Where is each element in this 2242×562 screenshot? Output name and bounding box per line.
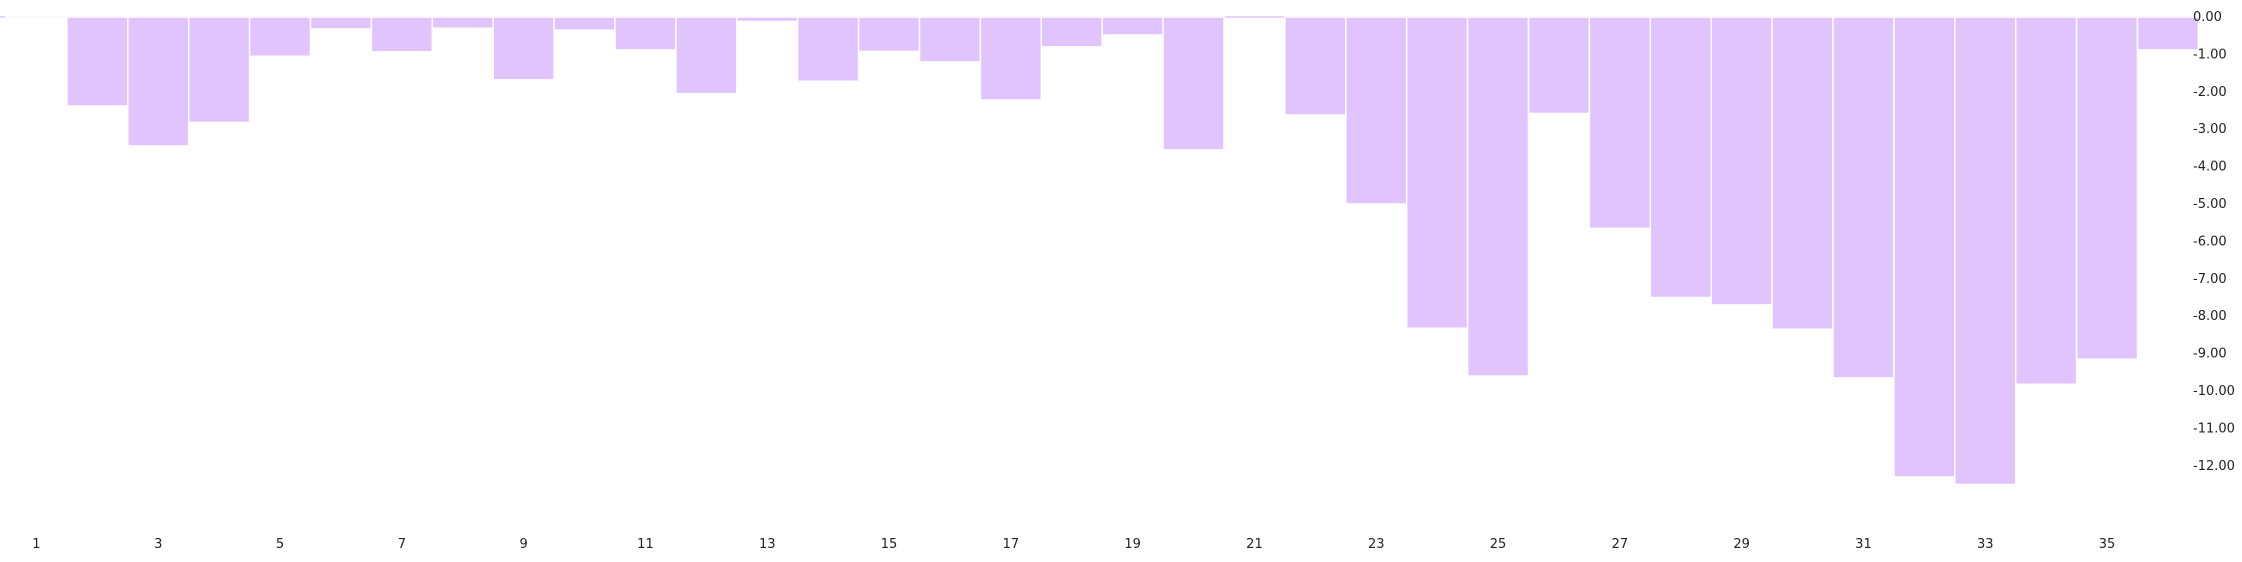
- y-tick-label: -9.00: [2193, 347, 2227, 362]
- bar-33: [1954, 16, 2017, 486]
- bar-3: [127, 16, 190, 147]
- bar-7: [370, 16, 434, 53]
- bar-11: [614, 16, 677, 51]
- y-tick-label: 0.00: [2193, 10, 2222, 25]
- bar-16: [918, 16, 982, 63]
- bar-31: [1832, 16, 1895, 379]
- bar-10: [553, 16, 616, 31]
- y-tick-label: -10.00: [2193, 384, 2235, 399]
- y-tick-label: -4.00: [2193, 160, 2227, 175]
- bar-36: [2136, 16, 2200, 51]
- bar-13: [736, 16, 799, 23]
- bar-22: [1284, 16, 1347, 116]
- x-tick-label: 29: [1733, 537, 1750, 552]
- bar-23: [1345, 16, 1408, 205]
- x-tick-label: 25: [1490, 537, 1507, 552]
- x-tick-label: 35: [2099, 537, 2116, 552]
- x-tick-label: 17: [1003, 537, 1020, 552]
- x-tick-label: 33: [1977, 537, 1994, 552]
- y-tick-label: -11.00: [2193, 421, 2235, 436]
- bar-20: [1162, 16, 1225, 151]
- x-tick-label: 11: [637, 537, 654, 552]
- bar-27: [1588, 16, 1652, 230]
- x-tick-label: 15: [881, 537, 898, 552]
- bar-34: [2014, 16, 2078, 386]
- x-tick-label: 23: [1368, 537, 1385, 552]
- bar-29: [1710, 16, 1773, 306]
- y-tick-label: -12.00: [2193, 459, 2235, 474]
- y-tick-label: -2.00: [2193, 85, 2227, 100]
- y-tick-label: -8.00: [2193, 309, 2227, 324]
- y-tick-label: -1.00: [2193, 47, 2227, 62]
- bar-4: [187, 16, 251, 124]
- bar-8: [431, 16, 494, 29]
- bar-35: [2075, 16, 2139, 360]
- bar-14: [796, 16, 860, 83]
- x-tick-label: 13: [759, 537, 776, 552]
- bar-28: [1649, 16, 1712, 299]
- y-tick-label: -3.00: [2193, 122, 2227, 137]
- bar-19: [1101, 16, 1164, 36]
- bar-32: [1893, 16, 1956, 478]
- bar-1: [5, 16, 68, 19]
- x-tick-label: 9: [520, 537, 528, 552]
- bar-9: [492, 16, 555, 81]
- y-tick-label: -5.00: [2193, 197, 2227, 212]
- bar-26: [1527, 16, 1591, 115]
- bar-24: [1405, 16, 1469, 329]
- bar-6: [309, 16, 373, 30]
- y-tick-label: -6.00: [2193, 234, 2227, 249]
- x-tick-label: 27: [1612, 537, 1629, 552]
- x-tick-label: 7: [398, 537, 406, 552]
- bar-25: [1466, 16, 1530, 377]
- y-tick-label: -7.00: [2193, 272, 2227, 287]
- bar-17: [979, 16, 1043, 101]
- x-tick-label: 1: [32, 537, 40, 552]
- bar-2: [66, 16, 129, 107]
- bar-18: [1040, 16, 1103, 48]
- x-tick-label: 19: [1124, 537, 1141, 552]
- x-tick-label: 5: [276, 537, 284, 552]
- x-tick-label: 21: [1246, 537, 1263, 552]
- bar-30: [1771, 16, 1834, 331]
- bar-15: [857, 16, 921, 53]
- bar-5: [248, 16, 312, 58]
- bar-12: [675, 16, 738, 95]
- x-tick-label: 3: [154, 537, 162, 552]
- x-tick-label: 31: [1855, 537, 1872, 552]
